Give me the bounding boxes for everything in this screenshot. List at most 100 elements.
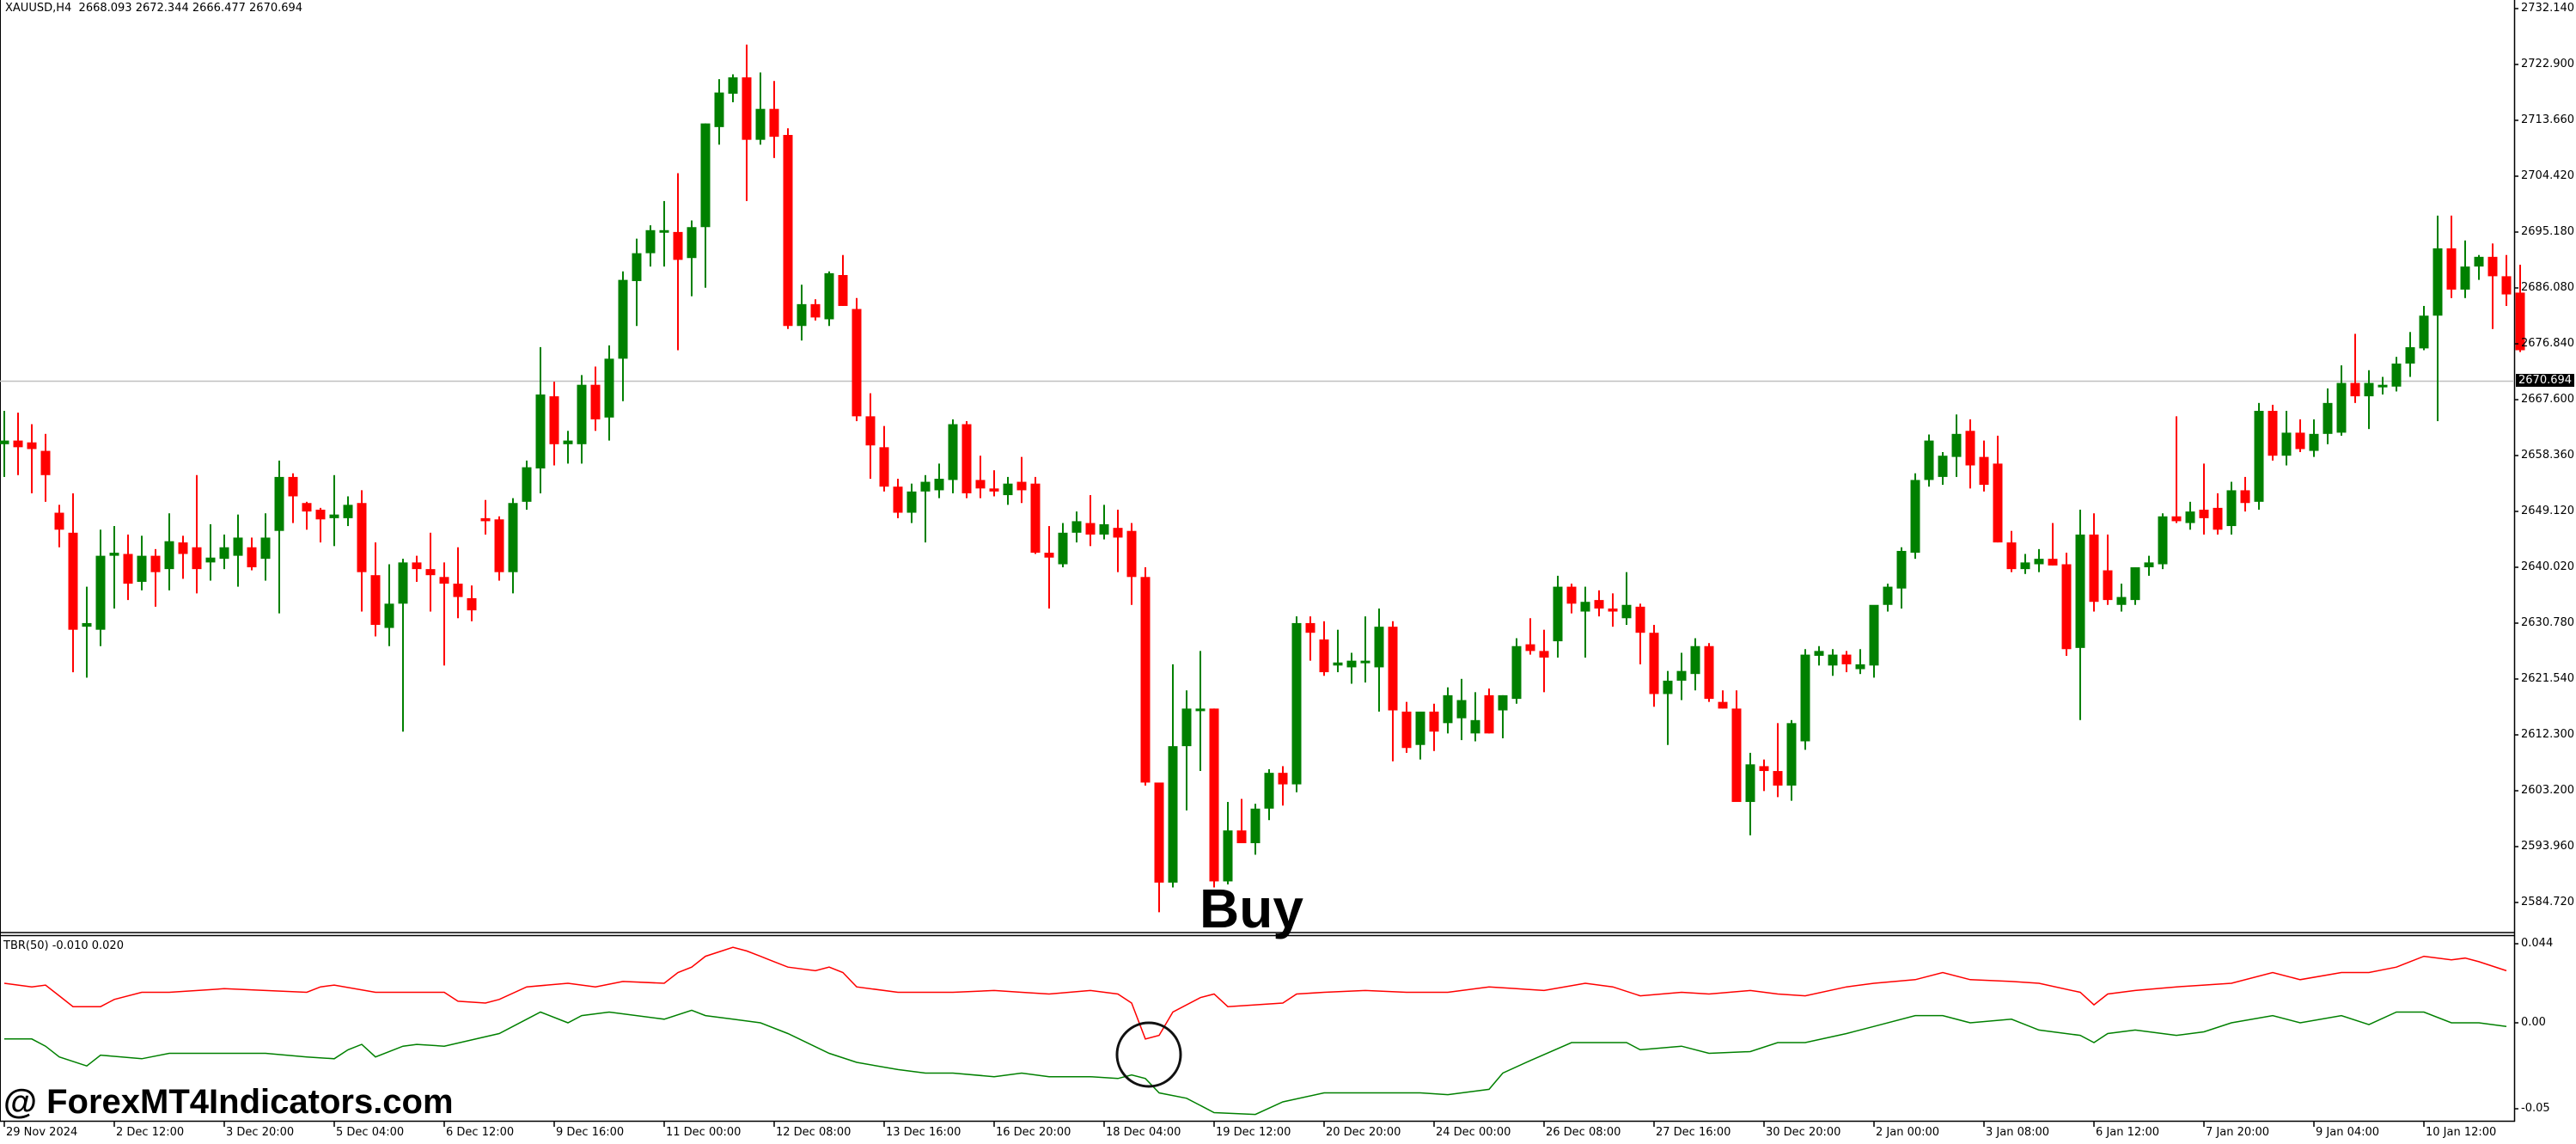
time-tick-label: 3 Jan 08:00 [1986,1126,2050,1139]
candle [1938,451,1948,486]
candle [137,535,147,590]
price-tick-label: 2686.080 [2521,281,2575,294]
candle [40,433,51,502]
candle [27,424,37,493]
candle [54,505,64,548]
candle [1745,752,1755,835]
candle [1773,723,1783,798]
candle [645,225,656,267]
candle [302,501,312,530]
candle [2075,510,2085,720]
candle [357,490,367,612]
candle [700,123,711,288]
indicator-tick-label: -0.05 [2521,1102,2550,1115]
candle [961,421,972,499]
candle [1346,652,1357,684]
candle [920,474,931,543]
candle [2089,513,2099,612]
time-tick-label: 24 Dec 00:00 [1436,1126,1511,1139]
candle [412,555,422,582]
candle [2336,365,2347,436]
candle [906,483,917,523]
candle [783,128,793,329]
candle [1869,604,1879,678]
candle [2419,305,2429,351]
candle [1154,782,1164,913]
candle [2474,254,2484,280]
candle [95,529,106,646]
price-tick-label: 2649.120 [2521,505,2575,517]
candle [2515,264,2525,352]
candle [1319,621,1329,676]
time-tick-label: 11 Dec 00:00 [666,1126,742,1139]
candle [1126,523,1137,605]
candle [810,299,821,321]
time-tick-label: 27 Dec 16:00 [1656,1126,1731,1139]
candle [1209,708,1219,888]
candle [1140,567,1151,786]
candle [2103,534,2113,605]
candle [1525,618,1535,655]
candle [2171,416,2182,523]
candle [123,534,133,601]
candle [1016,456,1027,504]
candle [508,498,518,594]
price-tick-label: 2630.780 [2521,616,2575,629]
price-axis-ticks [2514,8,2518,1110]
candle [2048,523,2058,566]
price-tick-label: 2658.360 [2521,449,2575,462]
candle [1553,575,1563,658]
candle [1456,678,1467,741]
price-tick-label: 2695.180 [2521,225,2575,238]
candle [1360,616,1370,683]
candle [2501,254,2512,306]
time-tick-label: 16 Dec 20:00 [996,1126,1071,1139]
time-tick-label: 13 Dec 16:00 [886,1126,961,1139]
candle [233,514,243,587]
time-tick-label: 2 Jan 00:00 [1876,1126,1940,1139]
candle [1236,798,1247,844]
candle [838,254,848,306]
candle [1814,645,1824,666]
candle [934,463,944,499]
candle [2487,243,2498,329]
candle [2185,501,2195,530]
price-tick-label: 2704.420 [2521,169,2575,182]
candle [1388,621,1398,762]
candle [604,345,614,441]
candle [1594,590,1604,617]
price-tick-label: 2612.300 [2521,728,2575,741]
candle [164,513,174,590]
time-tick-label: 3 Dec 20:00 [226,1126,295,1139]
candle [1855,649,1865,675]
candle [425,532,436,612]
candle [343,496,353,527]
candle [219,534,229,570]
watermark: @ ForexMT4Indicators.com [3,1083,454,1121]
candle [2130,567,2140,605]
time-tick-label: 19 Dec 12:00 [1216,1126,1291,1139]
candle [2213,492,2223,535]
candle [150,548,161,607]
candle [1800,649,1810,750]
candle [2034,548,2044,572]
candle [1539,629,1549,693]
candle [1071,511,1082,543]
candle [2391,357,2402,392]
price-tick-label: 2676.840 [2521,337,2575,350]
candle [893,479,903,518]
current-price-badge: 2670.694 [2516,374,2575,387]
candle [824,271,834,327]
candle [1704,643,1714,702]
candle [1690,638,1700,691]
candle [109,526,119,609]
candle [852,297,862,422]
tbr-indicator-lines [3,946,2507,1116]
candle [1264,768,1274,821]
candle [2116,584,2127,612]
candle [467,585,477,621]
candle [2405,332,2415,377]
candle [1195,651,1206,772]
candle [1443,687,1453,734]
